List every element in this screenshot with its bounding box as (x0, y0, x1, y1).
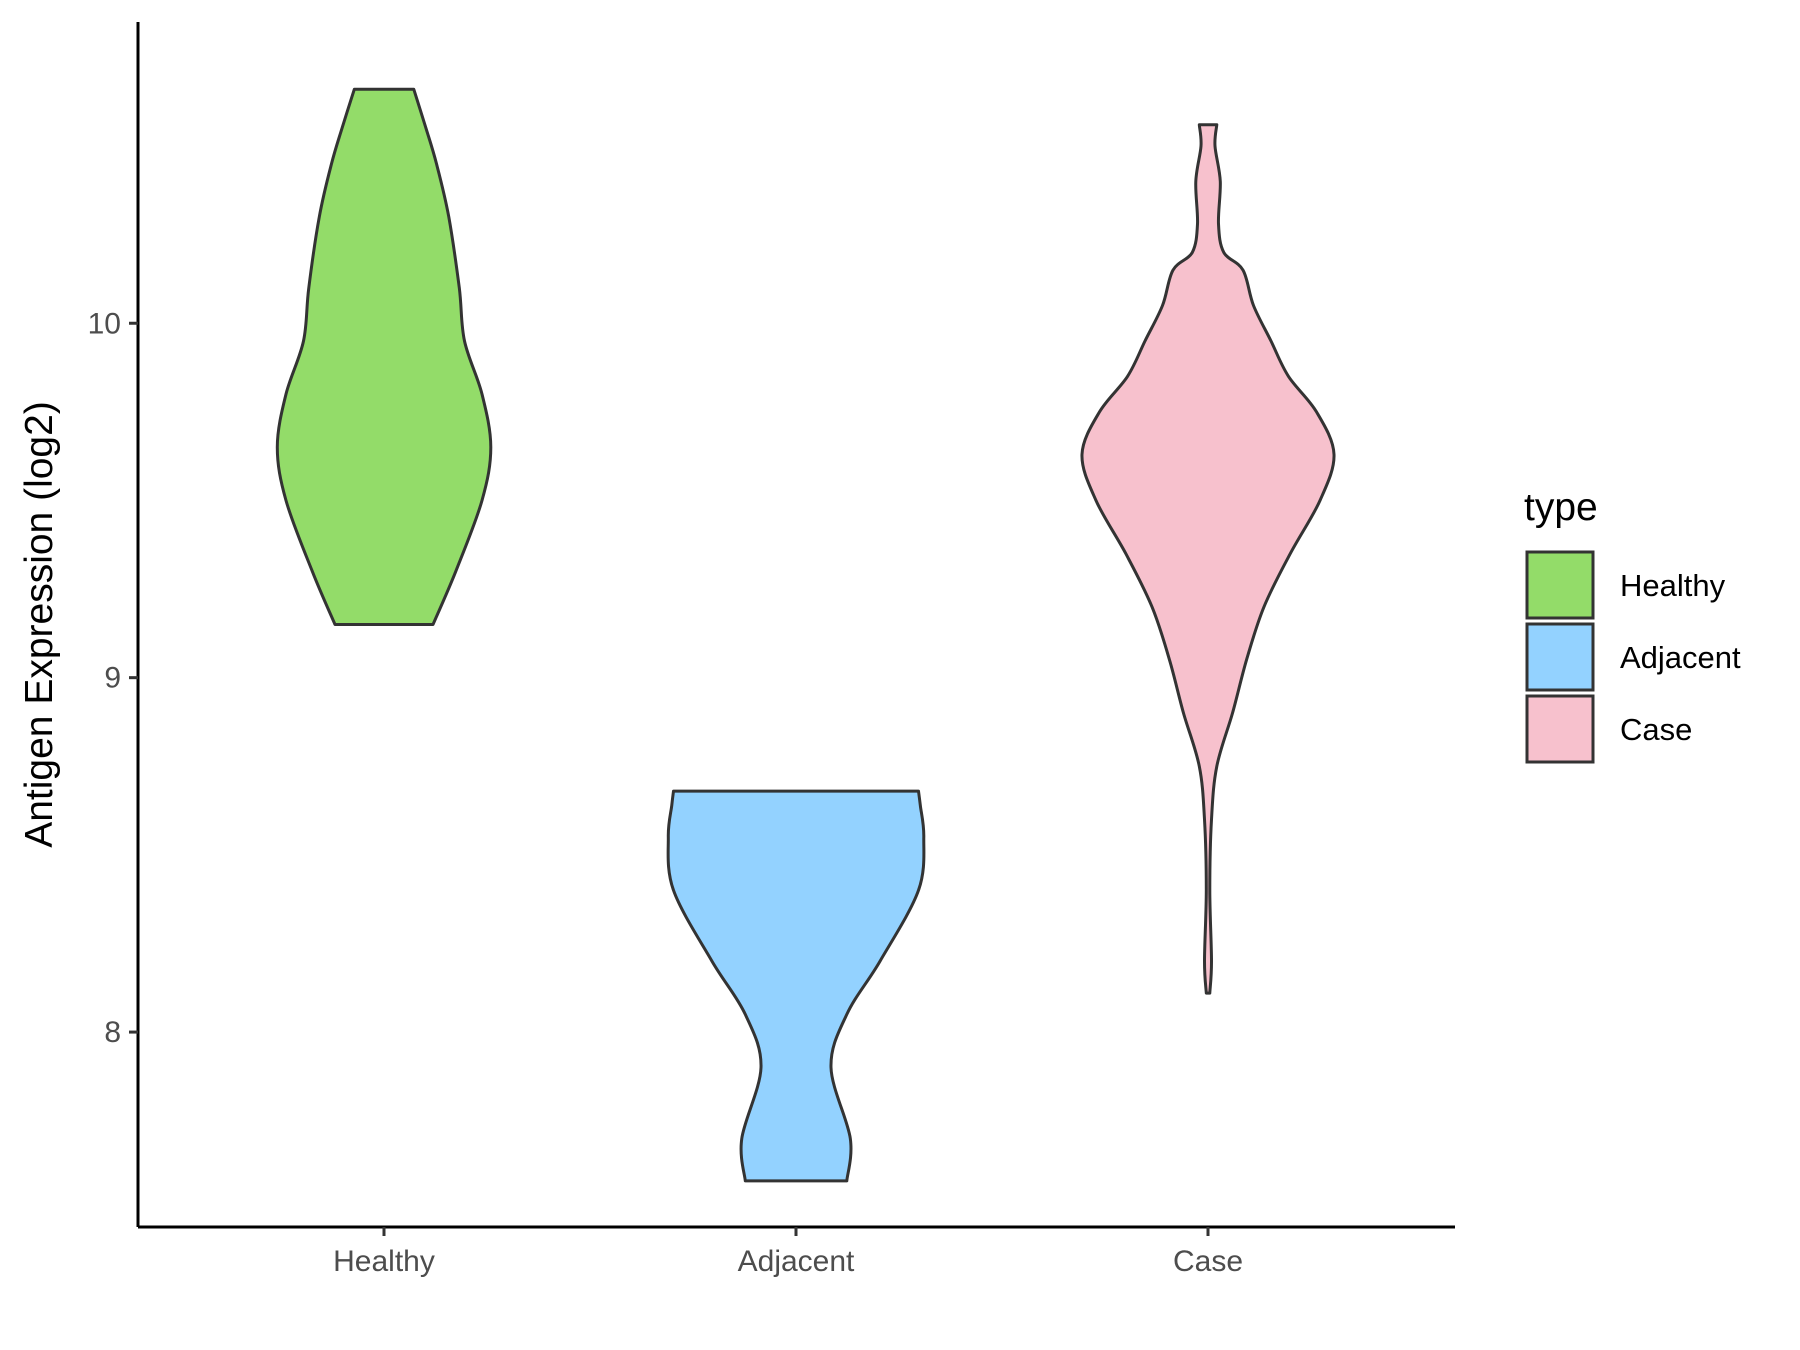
legend-key-healthy (1525, 550, 1595, 620)
violin-adjacent (666, 789, 926, 1183)
y-axis-ticks: 8 9 10 (88, 307, 138, 1049)
violin-case (1080, 123, 1336, 995)
y-axis-title: Antigen Expression (log2) (18, 401, 61, 848)
legend-key-case (1525, 694, 1595, 764)
legend-title: type (1524, 486, 1598, 529)
x-tick-label: Healthy (333, 1245, 435, 1278)
legend-label-case: Case (1620, 712, 1692, 747)
legend-label-healthy: Healthy (1620, 568, 1726, 603)
legend-label-adjacent: Adjacent (1620, 640, 1741, 675)
legend-items: Healthy Adjacent Case (1525, 550, 1741, 764)
y-tick-label: 8 (104, 1016, 121, 1049)
legend-key-adjacent (1525, 622, 1595, 692)
x-tick-label: Adjacent (738, 1245, 855, 1278)
violin-layer (275, 87, 1336, 1183)
legend: type Healthy Adjacent Case (1524, 486, 1741, 764)
x-axis-ticks: Healthy Adjacent Case (333, 1227, 1243, 1278)
x-tick-label: Case (1173, 1245, 1243, 1278)
y-tick-label: 10 (88, 307, 121, 340)
violin-healthy (275, 87, 493, 626)
y-tick-label: 9 (104, 662, 121, 695)
